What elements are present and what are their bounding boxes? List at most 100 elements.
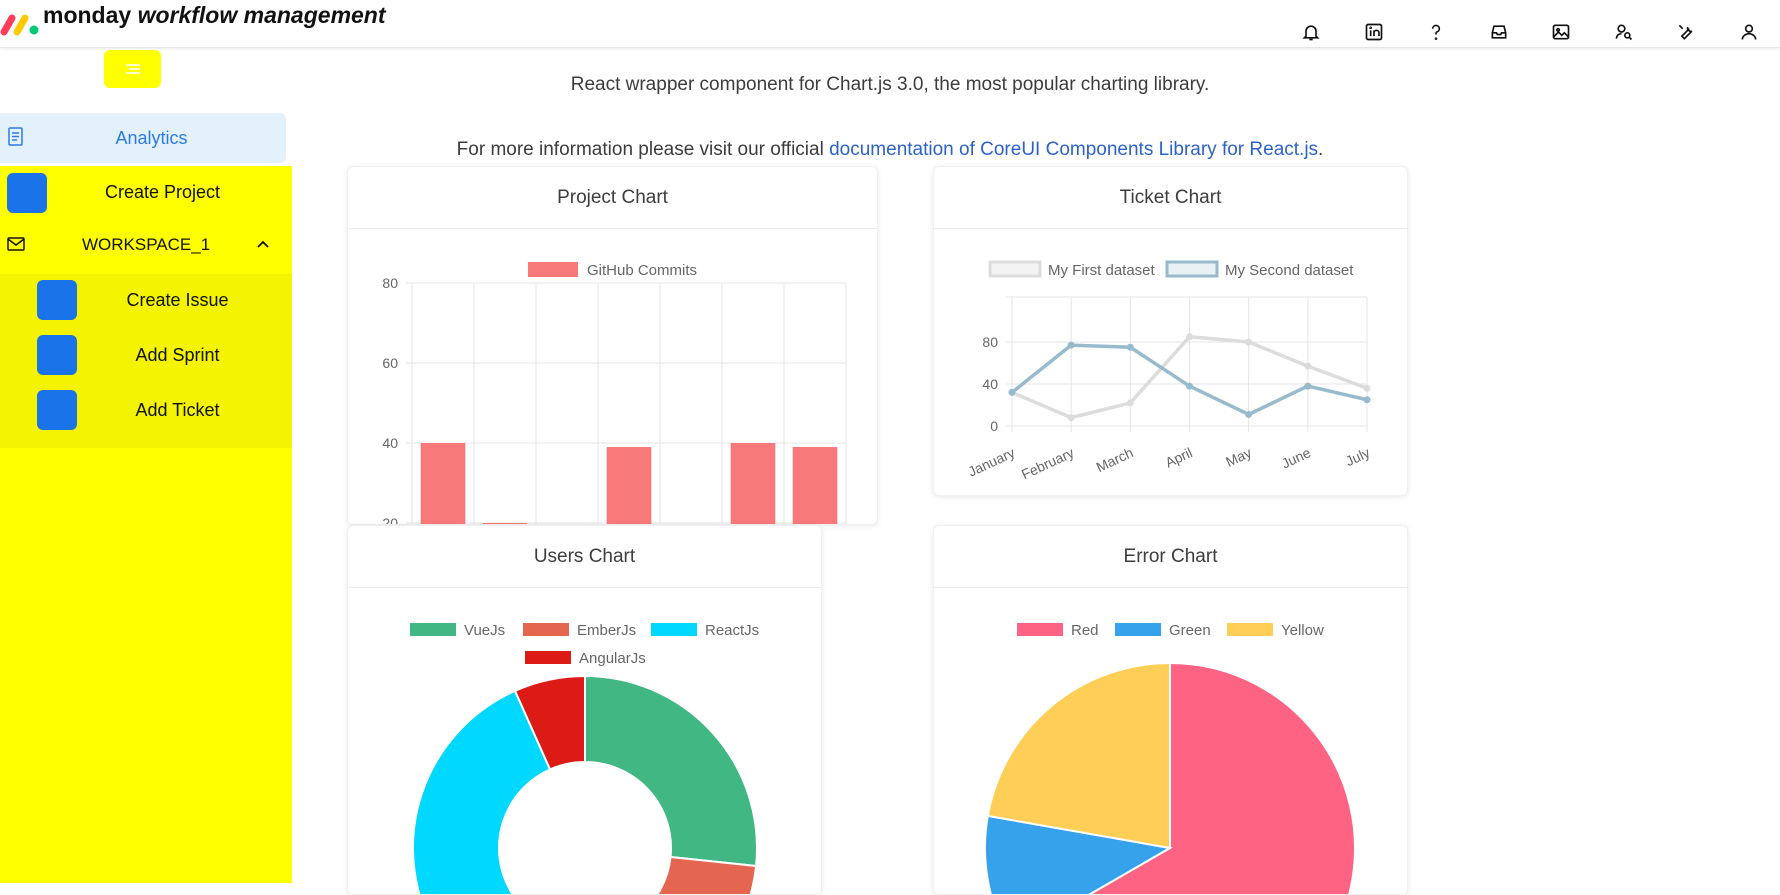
- pie-slice: [988, 663, 1170, 848]
- menu-lines-icon: [125, 63, 141, 75]
- monday-logo[interactable]: [0, 2, 42, 38]
- app-title: monday workflow management: [43, 2, 386, 29]
- error-chart-card: Error Chart Red Green Yellow: [933, 525, 1408, 895]
- data-point: [1364, 396, 1371, 403]
- card-title: Project Chart: [348, 167, 877, 229]
- legend-swatch: [410, 623, 456, 636]
- x-tick-label: March: [1094, 444, 1136, 475]
- y-tick-label: 40: [982, 376, 998, 392]
- legend-swatch: [1227, 623, 1273, 636]
- sidebar-item-label: Analytics: [0, 128, 303, 149]
- y-tick-label: 40: [382, 435, 398, 451]
- x-tick-label: January: [965, 444, 1017, 480]
- linkedin-icon[interactable]: [1343, 18, 1406, 46]
- project-icon: [7, 173, 47, 213]
- legend-swatch: [1017, 623, 1063, 636]
- data-point: [1009, 389, 1016, 396]
- legend-swatch: [523, 623, 569, 636]
- sidebar-item-add-ticket[interactable]: Add Ticket: [0, 384, 292, 439]
- card-title: Users Chart: [348, 526, 821, 588]
- mail-icon: [7, 237, 25, 251]
- inbox-icon[interactable]: [1468, 18, 1531, 46]
- docs-link[interactable]: documentation of CoreUI Components Libra…: [829, 139, 1318, 160]
- bar: [793, 447, 838, 525]
- data-point: [1245, 339, 1252, 346]
- legend-label: ReactJs: [705, 622, 759, 639]
- users-doughnut-chart: VueJs EmberJs ReactJs AngularJs: [348, 588, 822, 895]
- profile-icon[interactable]: [1718, 18, 1780, 46]
- header-icon-bar: [1280, 18, 1780, 46]
- legend-label: Red: [1071, 622, 1099, 639]
- card-title: Error Chart: [934, 526, 1407, 588]
- legend-label: GitHub Commits: [587, 262, 697, 279]
- legend-label: Green: [1169, 622, 1211, 639]
- sidebar-item-label: Add Sprint: [90, 345, 265, 366]
- users-chart-card: Users Chart VueJs EmberJs ReactJs AngularJs: [347, 525, 822, 895]
- top-header: monday workflow management: [0, 0, 1780, 48]
- legend-label: Yellow: [1281, 622, 1324, 639]
- brand-bold: monday: [43, 2, 131, 28]
- sidebar-item-add-sprint[interactable]: Add Sprint: [0, 329, 292, 384]
- data-point: [1068, 414, 1075, 421]
- data-point: [1304, 383, 1311, 390]
- pie-slice: [585, 676, 757, 866]
- y-tick-label: 80: [382, 275, 398, 291]
- data-point: [1186, 383, 1193, 390]
- workspace-label: WORKSPACE_1: [82, 235, 210, 255]
- sidebar-item-create-project[interactable]: Create Project: [0, 166, 292, 221]
- bell-icon[interactable]: [1280, 18, 1343, 46]
- data-point: [1068, 342, 1075, 349]
- workspace-submenu: Create Issue Add Sprint Add Ticket: [0, 274, 292, 448]
- sidebar-item-analytics[interactable]: Analytics: [0, 113, 286, 163]
- sidebar-item-create-issue[interactable]: Create Issue: [0, 274, 292, 329]
- legend-swatch: [528, 262, 578, 277]
- sidebar-item-label: Create Project: [60, 182, 265, 203]
- data-point: [1304, 363, 1311, 370]
- legend-swatch: [990, 262, 1040, 276]
- sidebar-toggle-button[interactable]: [104, 50, 161, 88]
- help-icon[interactable]: [1405, 18, 1468, 46]
- data-point: [1127, 344, 1134, 351]
- bar: [607, 447, 652, 525]
- x-tick-label: April: [1163, 444, 1195, 470]
- sidebar-item-label: Create Issue: [90, 290, 265, 311]
- data-point: [1127, 399, 1134, 406]
- sprint-icon: [37, 335, 77, 375]
- x-tick-label: February: [1019, 444, 1077, 482]
- sidebar-item-label: Add Ticket: [90, 400, 265, 421]
- y-tick-label: 0: [990, 418, 998, 434]
- card-title: Ticket Chart: [934, 167, 1407, 229]
- data-point: [1364, 385, 1371, 392]
- chevron-up-icon: [255, 237, 271, 251]
- sidebar-top: Analytics: [0, 48, 292, 166]
- legend-label: EmberJs: [577, 622, 636, 639]
- legend-swatch: [651, 623, 697, 636]
- ticket-icon: [37, 390, 77, 430]
- tools-icon[interactable]: [1655, 18, 1718, 46]
- project-bar-chart: GitHub Commits020406080JanuaryFebruaryMa…: [348, 229, 878, 525]
- bar: [421, 443, 466, 525]
- legend-label: AngularJs: [579, 650, 646, 667]
- legend-swatch: [525, 651, 571, 664]
- x-tick-label: July: [1343, 444, 1372, 469]
- bar: [731, 443, 776, 525]
- user-search-icon[interactable]: [1593, 18, 1656, 46]
- intro-suffix: .: [1318, 139, 1323, 160]
- legend-label: VueJs: [464, 622, 505, 639]
- sidebar-item-workspace[interactable]: WORKSPACE_1: [0, 220, 292, 272]
- x-tick-label: May: [1223, 444, 1254, 470]
- sidebar: Analytics Create Project WORKSPACE_1 Cre…: [0, 48, 292, 883]
- intro-text: React wrapper component for Chart.js 3.0…: [300, 74, 1480, 96]
- x-tick-label: June: [1279, 444, 1313, 471]
- legend-swatch: [1167, 262, 1217, 276]
- brand-italic: workflow management: [138, 2, 386, 28]
- intro-prefix: For more information please visit our of…: [457, 139, 829, 160]
- y-tick-label: 20: [382, 515, 398, 525]
- error-pie-chart: Red Green Yellow: [934, 588, 1408, 895]
- intro-link-line: For more information please visit our of…: [300, 139, 1480, 161]
- image-icon[interactable]: [1530, 18, 1593, 46]
- legend-swatch: [1115, 623, 1161, 636]
- project-chart-card: Project Chart GitHub Commits020406080Jan…: [347, 166, 878, 525]
